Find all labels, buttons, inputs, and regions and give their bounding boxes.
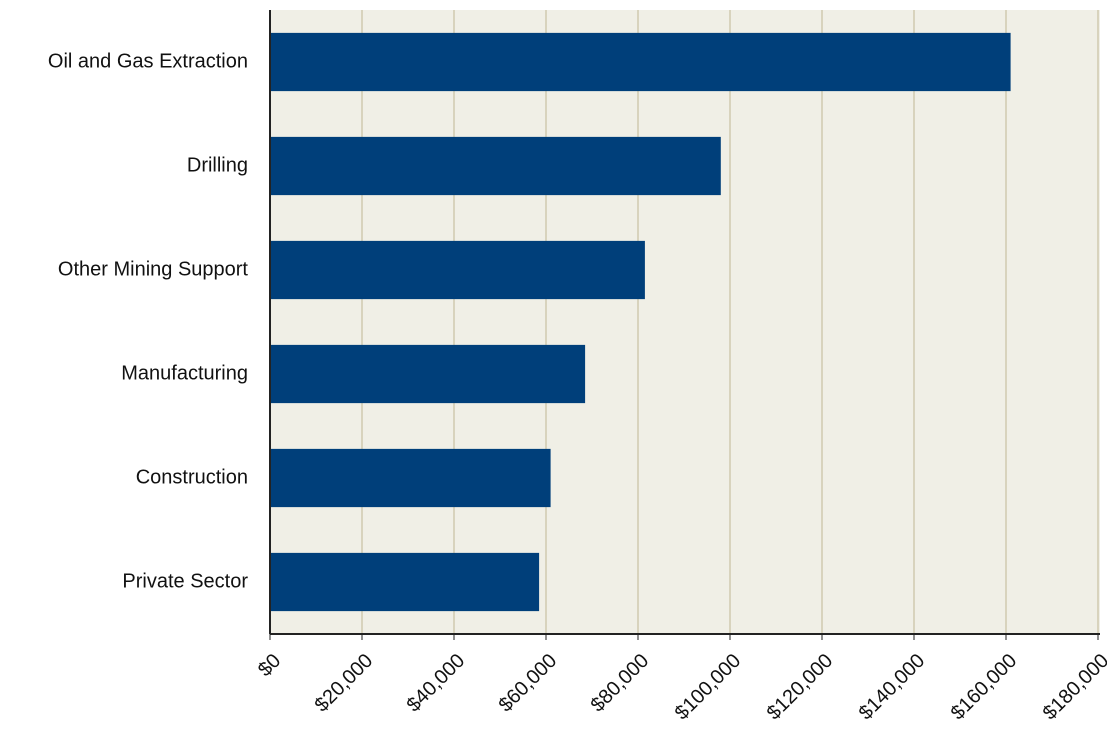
- x-tick-label: $180,000: [1039, 650, 1107, 725]
- plot-area: [270, 10, 1100, 634]
- bar: [270, 32, 1011, 92]
- x-tick-label: $80,000: [587, 650, 654, 717]
- bar: [270, 240, 645, 300]
- bar: [270, 448, 551, 508]
- x-tick-label: $100,000: [671, 650, 746, 725]
- x-tick-label: $40,000: [403, 650, 470, 717]
- bar: [270, 136, 721, 196]
- x-tick-label: $160,000: [947, 650, 1022, 725]
- y-tick-label: Construction: [136, 466, 248, 488]
- y-tick-label: Manufacturing: [121, 362, 248, 384]
- y-tick-label: Drilling: [187, 154, 248, 176]
- x-tick-label: $120,000: [763, 650, 838, 725]
- x-tick-label: $140,000: [855, 650, 930, 725]
- bar: [270, 344, 586, 404]
- x-tick-label: $20,000: [311, 650, 378, 717]
- y-tick-label: Oil and Gas Extraction: [48, 50, 248, 72]
- x-tick-label: $60,000: [495, 650, 562, 717]
- y-tick-label: Other Mining Support: [58, 258, 249, 280]
- x-tick-label: $0: [254, 650, 285, 681]
- y-tick-label: Private Sector: [122, 570, 248, 592]
- bar: [270, 552, 540, 612]
